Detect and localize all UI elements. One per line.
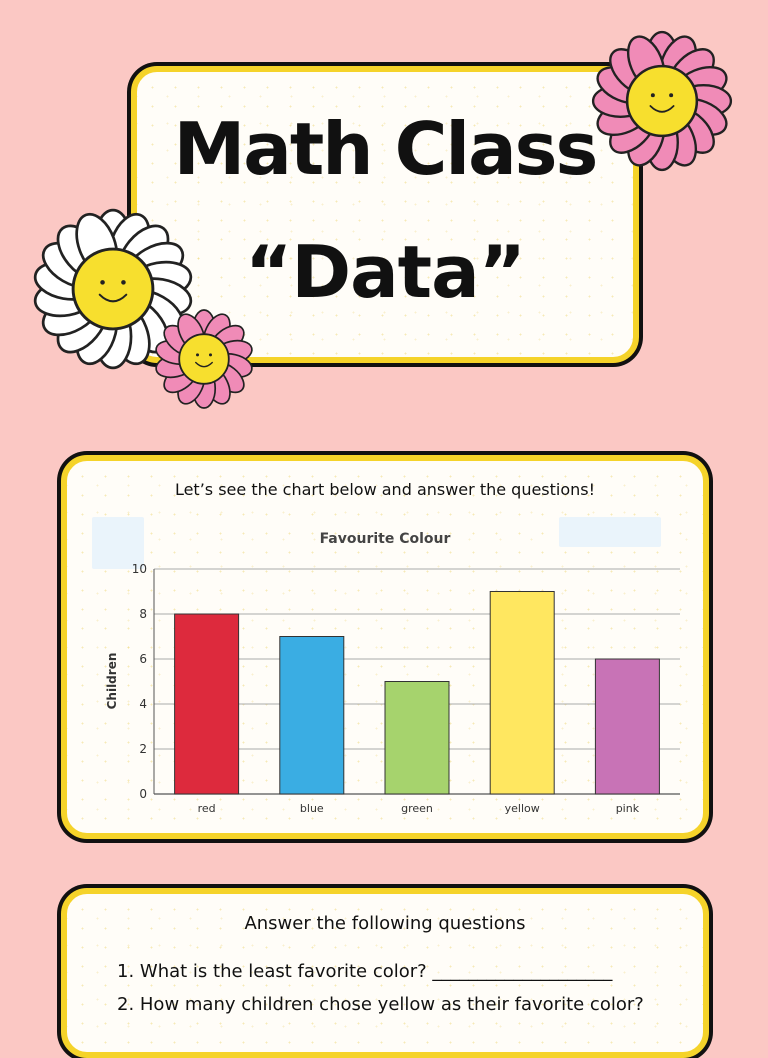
bar-blue	[279, 636, 345, 795]
y-tick-label: 0	[139, 787, 147, 801]
chart-title: Favourite Colour	[319, 531, 451, 547]
questions-title: Answer the following questions	[244, 913, 526, 934]
x-tick-label: blue	[300, 802, 324, 815]
y-tick-label: 4	[139, 697, 147, 711]
question-2: 2. How many children chose yellow as the…	[117, 994, 644, 1015]
x-tick-label: yellow	[505, 802, 540, 815]
x-tick-label: pink	[616, 802, 640, 815]
decorative-panel-left	[92, 517, 144, 569]
title-card: Math Class “Data”	[131, 66, 639, 363]
chart-intro-text: Let’s see the chart below and answer the…	[174, 480, 596, 499]
y-tick-label: 2	[139, 742, 147, 756]
bar-yellow	[489, 591, 555, 795]
bar-pink	[594, 658, 660, 795]
page-subtitle: “Data”	[245, 230, 526, 314]
x-tick-label: red	[198, 802, 216, 815]
y-axis-label: Children	[105, 653, 119, 710]
y-tick-label: 6	[139, 652, 147, 666]
bar-red	[174, 613, 240, 795]
chart-card: Let’s see the chart below and answer the…	[61, 455, 709, 839]
y-tick-label: 10	[132, 562, 147, 576]
page-title: Math Class	[173, 107, 599, 191]
questions-card: Answer the following questions 1. What i…	[61, 888, 709, 1058]
decorative-panel-right	[559, 517, 661, 547]
x-tick-label: green	[401, 802, 433, 815]
question-1: 1. What is the least favorite color? ___…	[117, 961, 613, 982]
y-tick-label: 8	[139, 607, 147, 621]
bar-green	[384, 681, 450, 795]
bar-chart: 0 2 4 6 8 10 red blue green yellow pink Children	[105, 562, 680, 815]
